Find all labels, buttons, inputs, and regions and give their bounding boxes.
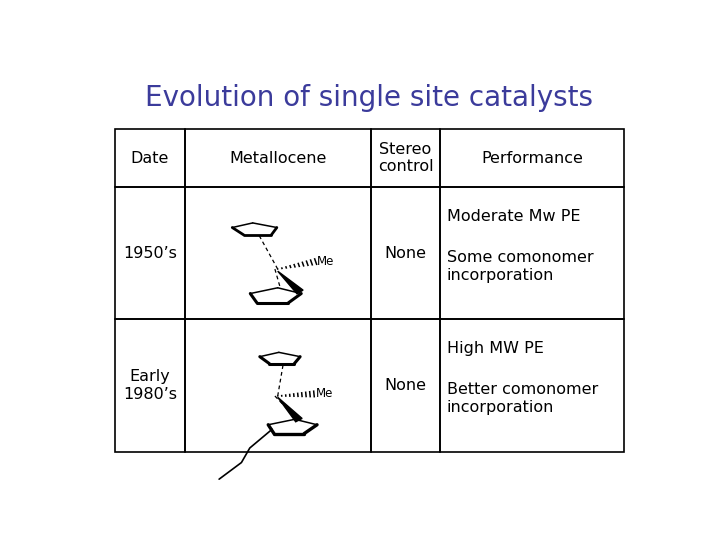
Text: Early
1980’s: Early 1980’s [123, 369, 177, 402]
Bar [185, 319, 371, 451]
Polygon shape [278, 271, 303, 294]
Text: Date: Date [131, 151, 169, 166]
Text: High MW PE: High MW PE [447, 341, 544, 356]
Polygon shape [278, 397, 302, 422]
Bar [371, 129, 441, 187]
Text: Metallocene: Metallocene [229, 151, 326, 166]
Bar [185, 187, 371, 319]
Text: Some comonomer
incorporation: Some comonomer incorporation [447, 250, 593, 282]
Bar [441, 187, 624, 319]
Text: None: None [384, 378, 426, 393]
Text: Me: Me [315, 387, 333, 401]
Bar [441, 129, 624, 187]
Bar [185, 129, 371, 187]
Bar [371, 187, 441, 319]
Text: Me: Me [318, 255, 335, 268]
Text: None: None [384, 246, 426, 261]
Bar [371, 319, 441, 451]
Text: Moderate Mw PE: Moderate Mw PE [447, 208, 580, 224]
Bar [115, 129, 185, 187]
Text: Performance: Performance [481, 151, 582, 166]
Bar [115, 187, 185, 319]
Text: Evolution of single site catalysts: Evolution of single site catalysts [145, 84, 593, 112]
Text: Better comonomer
incorporation: Better comonomer incorporation [447, 382, 598, 415]
Text: Stereo
control: Stereo control [377, 142, 433, 174]
Bar [115, 319, 185, 451]
Text: 1950’s: 1950’s [123, 246, 177, 261]
Bar [441, 319, 624, 451]
